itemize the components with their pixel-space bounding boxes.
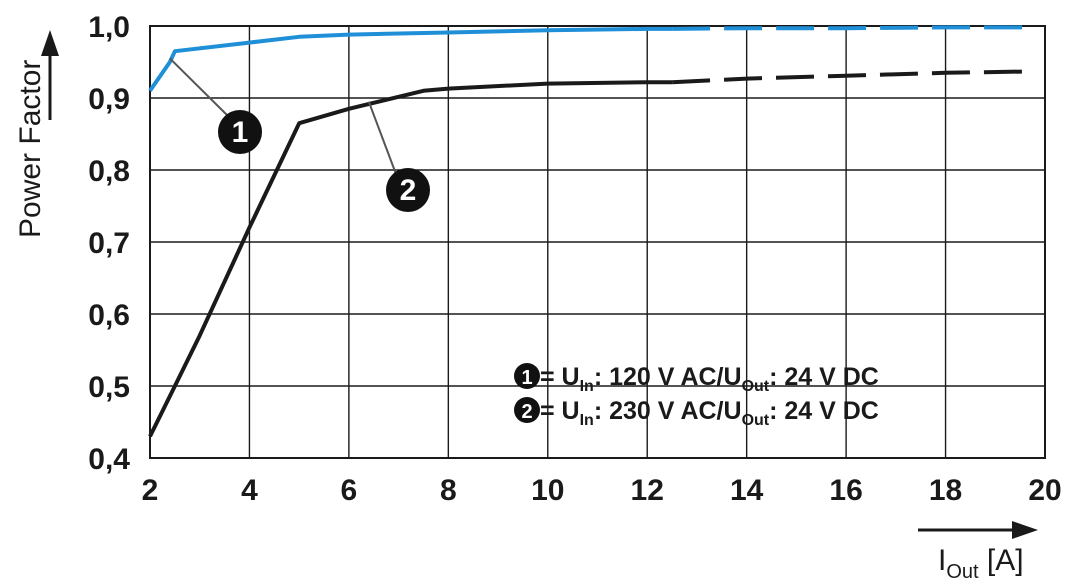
- legend-text-part: In: [580, 378, 594, 395]
- series-1-solid-line: [148, 26, 673, 92]
- x-tick-label: 2: [142, 474, 159, 507]
- x-tick-label: 10: [531, 474, 564, 507]
- callout-marker-2: [386, 168, 430, 212]
- y-tick-label: 0,4: [88, 443, 130, 476]
- tick-labels: 2 4 6 8 10 12 14 16 18 200,40,50,60,70,80,91,0: [88, 11, 1061, 507]
- series-2-solid-line: [148, 80, 673, 438]
- legend-text-1: = UIn: 120 V AC/UOut: 24 V DC: [540, 363, 879, 395]
- y-axis-arrow-head: [41, 30, 59, 56]
- callout-marker-label-2: 2: [400, 174, 417, 207]
- y-tick-label: 0,9: [88, 83, 130, 116]
- legend-text-part: = U: [540, 363, 580, 391]
- series-1-dashed-line: [672, 25, 1036, 31]
- legend-text-part: : 24 V DC: [769, 397, 879, 425]
- series-callouts: 12: [169, 57, 430, 212]
- x-axis-label-main: I: [938, 544, 946, 577]
- legend-text-part: = U: [540, 397, 580, 425]
- x-axis-label-sub: Out: [946, 561, 979, 583]
- callout-leader-1: [169, 57, 229, 117]
- y-axis-title: Power Factor: [14, 30, 59, 238]
- legend-text-part: Out: [742, 412, 770, 429]
- legend-entry-1: 1 = UIn: 120 V AC/UOut: 24 V DC: [514, 363, 879, 395]
- callout-marker-1: [218, 110, 262, 154]
- x-tick-label: 6: [341, 474, 358, 507]
- x-tick-label: 20: [1028, 474, 1061, 507]
- y-tick-label: 0,6: [88, 299, 130, 332]
- callout-leader-2: [367, 101, 397, 175]
- legend-marker-2: [514, 397, 540, 423]
- x-axis-label-unit: [A]: [979, 544, 1024, 577]
- x-tick-label: 14: [730, 474, 764, 507]
- y-axis-label: Power Factor: [14, 60, 47, 238]
- x-tick-label: 18: [929, 474, 962, 507]
- x-tick-label: 16: [829, 474, 862, 507]
- legend-marker-1: [514, 363, 540, 389]
- y-tick-label: 1,0: [88, 11, 130, 44]
- x-axis-label: IOut [A]: [938, 544, 1024, 583]
- grid: [149, 25, 1046, 459]
- plot-frame: [149, 25, 1046, 459]
- series-lines: [148, 25, 1036, 438]
- legend-text-part: : 230 V AC/U: [594, 397, 742, 425]
- callout-marker-label-1: 1: [232, 116, 249, 149]
- legend: 1 = UIn: 120 V AC/UOut: 24 V DC2 = UIn: 23…: [514, 363, 879, 429]
- y-tick-label: 0,8: [88, 155, 130, 188]
- legend-text-part: : 24 V DC: [769, 363, 879, 391]
- legend-marker-label-1: 1: [521, 367, 532, 389]
- y-tick-label: 0,7: [88, 227, 130, 260]
- legend-entry-2: 2 = UIn: 230 V AC/UOut: 24 V DC: [514, 397, 879, 429]
- legend-text-part: Out: [742, 378, 770, 395]
- x-axis-title: IOut [A]: [918, 521, 1038, 583]
- legend-text-part: : 120 V AC/U: [594, 363, 742, 391]
- x-tick-label: 8: [440, 474, 457, 507]
- x-tick-label: 4: [241, 474, 258, 507]
- x-tick-label: 12: [631, 474, 664, 507]
- series-2-dashed-line: [672, 69, 1036, 85]
- x-axis-arrow-head: [1012, 521, 1038, 539]
- legend-text-2: = UIn: 230 V AC/UOut: 24 V DC: [540, 397, 879, 429]
- legend-marker-label-2: 2: [521, 401, 532, 423]
- legend-text-part: In: [580, 412, 594, 429]
- y-tick-label: 0,5: [88, 371, 130, 404]
